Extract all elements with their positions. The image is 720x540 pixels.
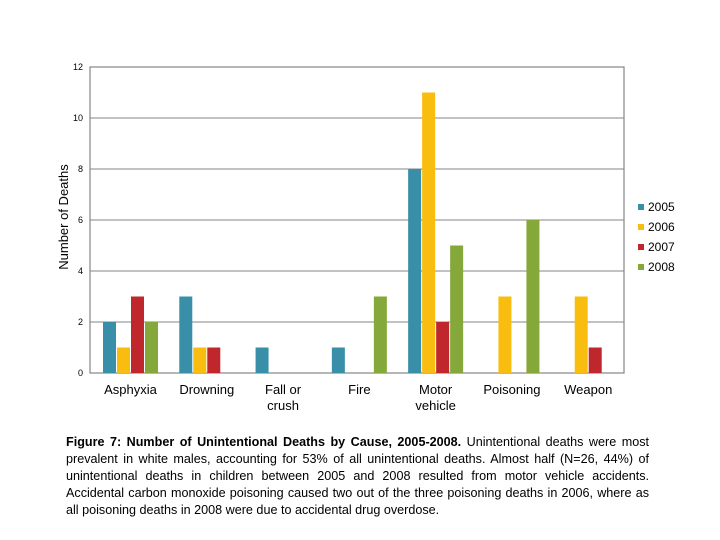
bar-2008-asphyxia (145, 322, 158, 373)
bar-2007-drowning (207, 347, 221, 373)
legend-swatch (638, 204, 644, 210)
y-tick-label: 4 (78, 266, 83, 276)
bar-2008-fire (373, 296, 387, 373)
bar-2005-fall-or-crush (255, 347, 269, 373)
bar-2005-asphyxia (103, 322, 116, 373)
bar-2007-motor-vehicle (436, 322, 450, 373)
bar-2007-asphyxia (131, 296, 144, 373)
category-label: Motor vehicle (415, 382, 455, 413)
legend: 2005 2006 2007 2008 (638, 200, 675, 274)
legend-label: 2006 (648, 220, 675, 234)
caption-text: Unintentional deaths were most prevalent… (66, 435, 649, 517)
category-label: Weapon (564, 382, 612, 397)
category-label: Fire (348, 382, 370, 397)
legend-label: 2008 (648, 260, 675, 274)
y-tick-label: 12 (73, 62, 83, 72)
y-tick-label: 8 (78, 164, 83, 174)
bars (103, 92, 602, 373)
gridlines (89, 66, 625, 374)
bar-2008-poisoning (526, 220, 540, 373)
legend-swatch (638, 244, 644, 250)
bar-2007-weapon (588, 347, 602, 373)
bar-2005-drowning (179, 296, 193, 373)
bar-2006-drowning (193, 347, 207, 373)
bar-2006-asphyxia (117, 347, 130, 373)
bar-2005-fire (331, 347, 345, 373)
category-label: Fall or crush (265, 382, 302, 413)
legend-swatch (638, 264, 644, 270)
bar-2006-motor-vehicle (422, 92, 436, 373)
bar-2005-motor-vehicle (408, 169, 422, 373)
y-tick-label: 2 (78, 317, 83, 327)
y-tick-label: 0 (78, 368, 83, 378)
category-labels: Asphyxia Drowning Fall or crush Fire Motor veh… (104, 382, 612, 413)
y-axis-title: Number of Deaths (56, 164, 71, 270)
figure-caption: Figure 7: Number of Unintentional Deaths… (66, 434, 649, 519)
category-label: Poisoning (483, 382, 540, 397)
y-tick-label: 10 (73, 113, 83, 123)
bar-2006-poisoning (498, 296, 512, 373)
bar-2006-weapon (574, 296, 588, 373)
category-label: Drowning (179, 382, 234, 397)
y-tick-labels: 0 2 4 6 8 10 12 (73, 62, 83, 378)
caption-title: Figure 7: Number of Unintentional Deaths… (66, 435, 462, 449)
legend-swatch (638, 224, 644, 230)
y-tick-label: 6 (78, 215, 83, 225)
bar-2008-motor-vehicle (450, 245, 464, 373)
legend-label: 2005 (648, 200, 675, 214)
legend-label: 2007 (648, 240, 675, 254)
category-label: Asphyxia (104, 382, 158, 397)
